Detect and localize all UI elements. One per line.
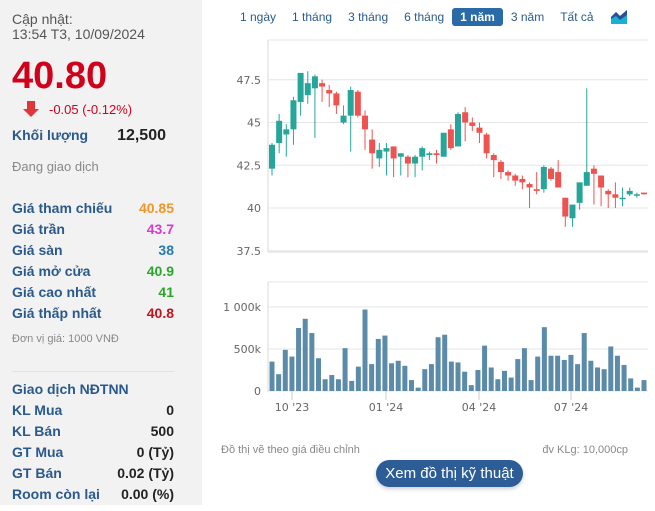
stat-row-ceiling: Giá trần 43.7 bbox=[12, 218, 174, 239]
price-change-row: -0.05 (-0.12%) bbox=[12, 101, 190, 117]
foreign-value: 0.00 (%) bbox=[121, 485, 174, 502]
current-price: 40.80 bbox=[12, 55, 108, 97]
svg-text:04 '24: 04 '24 bbox=[462, 401, 497, 414]
foreign-label: GT Mua bbox=[12, 443, 64, 460]
svg-text:07 '24: 07 '24 bbox=[554, 401, 589, 414]
stat-label: Giá mở cửa bbox=[12, 262, 91, 279]
foreign-row: GT Mua 0 (Tỷ) bbox=[12, 441, 190, 462]
stat-value: 38 bbox=[158, 241, 174, 258]
foreign-value: 0.02 (Tỷ) bbox=[117, 464, 174, 481]
foreign-value: 500 bbox=[150, 422, 174, 439]
stat-label: Giá thấp nhất bbox=[12, 304, 102, 321]
price-change: -0.05 (-0.12%) bbox=[49, 101, 133, 117]
area-chart-icon[interactable] bbox=[610, 9, 628, 25]
update-label: Cập nhật: bbox=[12, 11, 73, 27]
volume-row: Khối lượng 12,500 bbox=[12, 127, 190, 145]
tab-1-year[interactable]: 1 năm bbox=[452, 8, 503, 26]
stat-label: Giá trần bbox=[12, 220, 65, 237]
foreign-label: KL Bán bbox=[12, 422, 61, 439]
tab-1-month[interactable]: 1 tháng bbox=[292, 10, 333, 24]
volume-unit-note: đv KLg: 10,000cp bbox=[542, 444, 628, 456]
svg-text:10 '23: 10 '23 bbox=[275, 401, 310, 414]
svg-text:37.5: 37.5 bbox=[237, 245, 262, 258]
svg-text:42.5: 42.5 bbox=[237, 159, 262, 172]
tab-all[interactable]: Tất cả bbox=[560, 10, 594, 24]
price-unit-note: Đơn vị giá: 1000 VNĐ bbox=[12, 333, 119, 345]
tab-3-years[interactable]: 3 năm bbox=[510, 10, 545, 24]
foreign-row: KL Mua 0 bbox=[12, 399, 190, 420]
tab-3-months[interactable]: 3 tháng bbox=[348, 10, 389, 24]
tab-1-day[interactable]: 1 ngày bbox=[240, 10, 277, 24]
stat-label: Giá sàn bbox=[12, 241, 63, 258]
svg-text:45: 45 bbox=[247, 117, 261, 130]
stat-value: 41 bbox=[158, 283, 174, 300]
quote-panel: Cập nhật: 13:54 T3, 10/09/2024 40.80 -0.… bbox=[0, 0, 202, 505]
svg-text:0: 0 bbox=[254, 385, 261, 398]
period-tabs: 1 ngày 1 tháng 3 tháng 6 tháng 1 năm 3 n… bbox=[232, 8, 628, 26]
stat-value: 40.85 bbox=[138, 199, 174, 216]
svg-text:500k: 500k bbox=[234, 343, 262, 356]
svg-text:01 '24: 01 '24 bbox=[369, 401, 404, 414]
foreign-value: 0 (Tỷ) bbox=[136, 443, 174, 460]
stat-row-low: Giá thấp nhất 40.8 bbox=[12, 302, 174, 323]
svg-text:40: 40 bbox=[247, 202, 261, 215]
foreign-label: GT Bán bbox=[12, 464, 62, 481]
tab-6-months[interactable]: 6 tháng bbox=[404, 10, 445, 24]
foreign-row: Room còn lại 0.00 (%) bbox=[12, 483, 190, 504]
stat-row-high: Giá cao nhất 41 bbox=[12, 281, 174, 302]
adjusted-price-note: Đồ thị vẽ theo giá điều chỉnh bbox=[221, 444, 360, 456]
price-stats: Giá tham chiếu 40.85 Giá trần 43.7 Giá s… bbox=[12, 197, 190, 323]
divider bbox=[12, 371, 174, 372]
foreign-row: KL Bán 500 bbox=[12, 420, 190, 441]
stat-value: 40.9 bbox=[146, 262, 174, 279]
down-arrow-icon bbox=[23, 101, 39, 117]
stat-value: 43.7 bbox=[146, 220, 174, 237]
foreign-trading-title: Giao dịch NĐTNN bbox=[12, 380, 129, 397]
view-technical-chart-button[interactable]: Xem đồ thị kỹ thuật bbox=[376, 460, 523, 487]
stat-value: 40.8 bbox=[146, 304, 174, 321]
svg-text:1 000k: 1 000k bbox=[223, 301, 261, 314]
stat-label: Giá cao nhất bbox=[12, 283, 97, 300]
volume-label: Khối lượng bbox=[12, 127, 89, 143]
stat-label: Giá tham chiếu bbox=[12, 199, 113, 216]
update-time: 13:54 T3, 10/09/2024 bbox=[12, 26, 145, 42]
foreign-label: KL Mua bbox=[12, 401, 63, 418]
trading-status: Đang giao dịch bbox=[12, 159, 99, 174]
svg-text:47.5: 47.5 bbox=[237, 74, 262, 87]
stat-row-open: Giá mở cửa 40.9 bbox=[12, 260, 174, 281]
foreign-row: GT Bán 0.02 (Tỷ) bbox=[12, 462, 190, 483]
volume-value: 12,500 bbox=[117, 127, 166, 144]
stat-row-floor: Giá sàn 38 bbox=[12, 239, 174, 260]
stat-row-reference: Giá tham chiếu 40.85 bbox=[12, 197, 174, 218]
foreign-value: 0 bbox=[166, 401, 174, 418]
foreign-label: Room còn lại bbox=[12, 485, 100, 502]
